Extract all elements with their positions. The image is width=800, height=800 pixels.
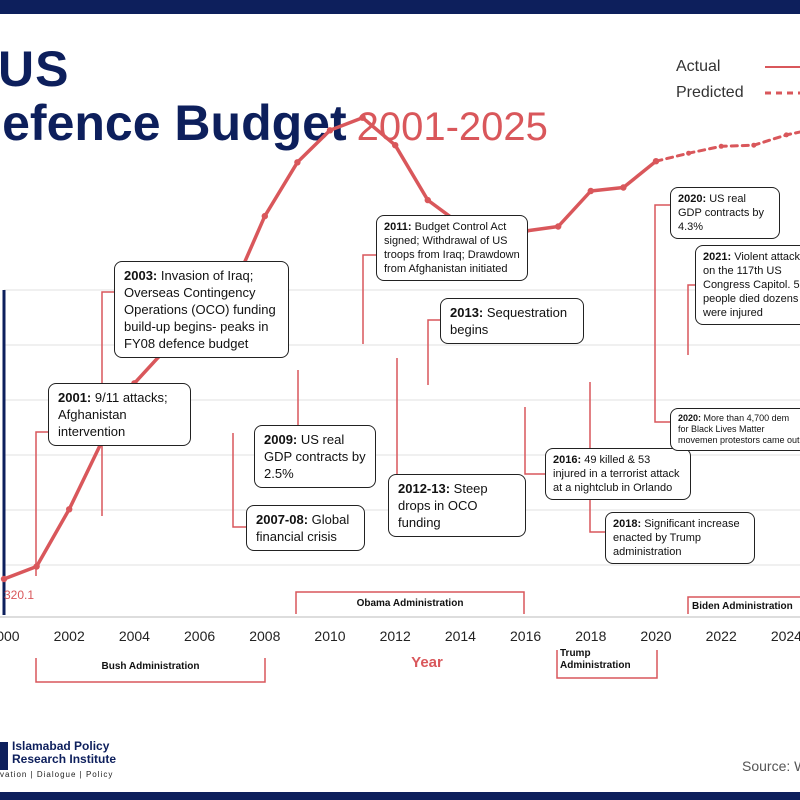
- annotation-text: Global financial crisis: [256, 512, 350, 544]
- annotation-year: 2007-08:: [256, 512, 309, 527]
- annotation-year: 2001:: [58, 390, 92, 405]
- admin-label-biden: Biden Administration: [692, 601, 793, 612]
- x-tick-label: 2000: [0, 628, 20, 644]
- series-line-predicted: [654, 130, 800, 163]
- org-name-line-2: Research Institute: [12, 752, 117, 766]
- x-tick-label: 2008: [249, 628, 280, 644]
- annotation-text: Sequestration begins: [450, 305, 568, 337]
- x-tick-label: 2010: [314, 628, 345, 644]
- admin-label-trump: Trump Administration: [560, 648, 631, 671]
- x-tick-label: 2014: [445, 628, 476, 644]
- bottom-frame-bar: [0, 792, 800, 800]
- x-tick-label: 2012: [380, 628, 411, 644]
- annotation-year: 2012-13:: [398, 481, 451, 496]
- annotation-2020-blm: 2020: More than 4,700 dem for Black Live…: [670, 408, 800, 451]
- data-point-actual: [0, 575, 8, 583]
- annotation-2012: 2012-13: Steep drops in OCO funding: [388, 474, 526, 537]
- legend-actual-label: Actual: [676, 58, 721, 75]
- start-value-label: 320.1: [4, 588, 34, 602]
- x-tick-label: 2016: [510, 628, 541, 644]
- annotation-year: 2003:: [124, 268, 158, 283]
- annotation-2020-gdp: 2020: US real GDP contracts by 4.3%: [670, 187, 780, 239]
- data-point-actual: [424, 196, 431, 204]
- x-tick-label: 2004: [119, 628, 150, 644]
- annotation-text: US real GDP contracts by 2.5%: [264, 432, 366, 481]
- annotation-2018: 2018: Significant increase enacted by Tr…: [605, 512, 755, 564]
- annotation-text: Violent attack on the 117th US Congress …: [703, 251, 800, 319]
- annotation-2001: 2001: 9/11 attacks; Afghanistan interven…: [48, 383, 191, 446]
- data-point-predicted: [783, 132, 789, 138]
- annotation-year: 2020:: [678, 413, 702, 423]
- annotation-text: Steep drops in OCO funding: [398, 481, 488, 530]
- annotation-2016: 2016: 49 killed & 53 injured in a terror…: [545, 448, 691, 500]
- x-tick-label: 2020: [640, 628, 671, 644]
- x-tick-label: 2022: [706, 628, 737, 644]
- x-axis-title: Year: [411, 654, 443, 671]
- data-point-predicted: [686, 150, 692, 156]
- annotation-year: 2021:: [703, 251, 732, 263]
- x-tick-label: 2006: [184, 628, 215, 644]
- org-name-line-1: Islamabad Policy: [12, 739, 110, 753]
- logo-mark-icon: [0, 742, 8, 770]
- top-frame-bar: [0, 0, 800, 14]
- annotation-text: 49 killed & 53 injured in a terrorist at…: [553, 454, 680, 494]
- data-point-predicted: [751, 142, 757, 148]
- data-point-actual: [359, 114, 366, 121]
- data-point-actual: [66, 506, 73, 513]
- data-point-actual: [326, 127, 334, 134]
- admin-label-obama: Obama Administration: [356, 598, 464, 609]
- annotation-2007: 2007-08: Global financial crisis: [246, 505, 365, 551]
- annotation-2011: 2011: Budget Control Act signed; Withdra…: [376, 215, 528, 281]
- annotation-text: More than 4,700 dem for Black Lives Matt…: [678, 413, 800, 445]
- data-point-actual: [33, 563, 40, 570]
- data-point-actual: [555, 223, 562, 230]
- x-tick-label: 2002: [54, 628, 85, 644]
- annotation-text: 9/11 attacks; Afghanistan intervention: [58, 390, 168, 439]
- annotation-2003: 2003: Invasion of Iraq; Overseas Conting…: [114, 261, 289, 358]
- annotation-year: 2011:: [384, 221, 412, 233]
- annotation-2009: 2009: US real GDP contracts by 2.5%: [254, 425, 376, 488]
- data-point-actual: [294, 159, 301, 166]
- title-line-1: US: [0, 41, 70, 97]
- data-point-actual: [587, 187, 594, 195]
- org-tagline: vation | Dialogue | Policy: [0, 770, 114, 779]
- annotation-text: US real GDP contracts by 4.3%: [678, 193, 764, 233]
- org-name: Islamabad Policy Research Institute: [12, 740, 116, 766]
- annotation-text: Significant increase enacted by Trump ad…: [613, 518, 740, 558]
- annotation-year: 2016:: [553, 454, 582, 466]
- source-note: Source: W: [742, 758, 800, 774]
- data-point-actual: [392, 142, 399, 149]
- annotation-2021: 2021: Violent attack on the 117th US Con…: [695, 245, 800, 325]
- admin-label-bush: Bush Administration: [101, 661, 200, 672]
- annotation-2013: 2013: Sequestration begins: [440, 298, 584, 344]
- annotation-year: 2013:: [450, 305, 484, 320]
- annotation-year: 2009:: [264, 432, 298, 447]
- administration-brackets: [35, 591, 800, 683]
- legend-predicted-label: Predicted: [676, 84, 744, 101]
- annotation-text: Budget Control Act signed; Withdrawal of…: [384, 221, 520, 275]
- x-tick-layer: 2000 2002 2004 2006 2008 2010 2012 2014 2016 2018…: [0, 628, 800, 644]
- annotation-year: 2018:: [613, 518, 642, 530]
- title-main: Defence Budget: [0, 95, 347, 151]
- x-tick-label: 2024: [771, 628, 800, 644]
- data-point-actual: [620, 184, 627, 191]
- annotation-text: Invasion of Iraq; Overseas Contingency O…: [124, 268, 276, 351]
- data-point-actual: [261, 212, 268, 220]
- data-point-predicted: [718, 143, 724, 149]
- x-tick-label: 2018: [575, 628, 606, 644]
- annotation-year: 2020:: [678, 193, 707, 205]
